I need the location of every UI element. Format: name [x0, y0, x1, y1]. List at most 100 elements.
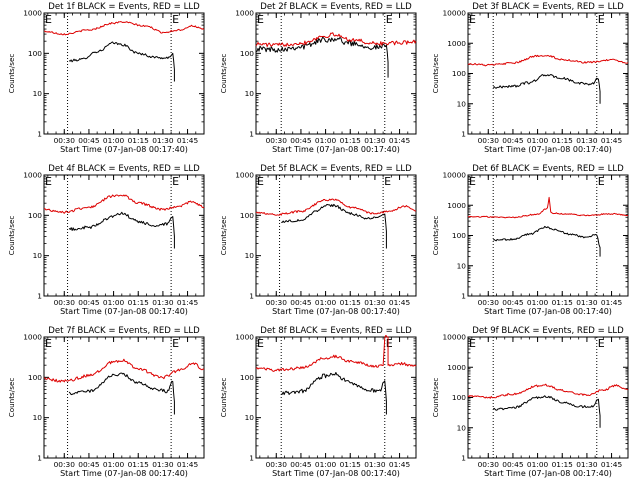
chart-panel-8: Det 8f BLACK = Events, RED = LLD 1 10 100 10…	[219, 326, 417, 478]
y-tick-label: 100	[240, 373, 254, 382]
chart-title: Det 3f BLACK = Events, RED = LLD	[472, 2, 624, 12]
y-tick-label: 1000	[235, 333, 254, 342]
x-tick-label: 01:45	[389, 136, 411, 145]
y-tick-label: 1	[37, 292, 42, 301]
y-tick-label: 100	[452, 69, 466, 78]
x-axis-label: Start Time (07-Jan-08 00:17:40)	[272, 307, 400, 316]
series-lld-line	[43, 194, 205, 214]
y-tick-label: 10	[457, 99, 467, 108]
x-tick-label: 00:45	[502, 460, 524, 469]
chart-title: Det 8f BLACK = Events, RED = LLD	[260, 326, 412, 336]
y-tick-label: 10000	[442, 333, 466, 342]
marker-label: E	[598, 13, 605, 26]
y-tick-label: 1000	[235, 9, 254, 18]
x-tick-label: 01:00	[315, 136, 337, 145]
y-tick-label: 10000	[442, 9, 466, 18]
series-events-line	[281, 371, 387, 415]
series-lld-line	[255, 335, 417, 372]
chart-title: Det 2f BLACK = Events, RED = LLD	[260, 2, 412, 12]
plot-frame	[467, 12, 629, 135]
x-tick-label: 01:45	[389, 298, 411, 307]
x-tick-label: 01:15	[340, 298, 362, 307]
x-tick-label: 00:30	[478, 460, 500, 469]
y-tick-label: 100	[452, 231, 466, 240]
x-tick-label: 00:45	[78, 298, 100, 307]
plot-frame	[43, 12, 205, 135]
x-tick-label: 01:45	[601, 298, 623, 307]
x-tick-label: 00:30	[266, 298, 288, 307]
x-axis-label: Start Time (07-Jan-08 00:17:40)	[272, 145, 400, 154]
y-tick-label: 10	[33, 413, 43, 422]
x-tick-label: 01:15	[552, 460, 574, 469]
marker-label: E	[257, 175, 264, 188]
marker-label: E	[386, 337, 393, 350]
x-tick-label: 01:30	[152, 460, 174, 469]
plot-frame	[43, 174, 205, 297]
x-tick-label: 01:45	[389, 460, 411, 469]
chart-panel-1: Det 1f BLACK = Events, RED = LLD 1 10 100 10…	[7, 2, 205, 154]
x-tick-label: 01:30	[576, 136, 598, 145]
chart-panel-5: Det 5f BLACK = Events, RED = LLD 1 10 100 10…	[219, 164, 417, 316]
x-tick-label: 01:15	[340, 136, 362, 145]
y-tick-label: 10	[245, 251, 255, 260]
x-tick-label: 01:00	[527, 136, 549, 145]
marker-label: E	[172, 337, 179, 350]
x-tick-label: 01:30	[364, 460, 386, 469]
x-tick-label: 01:00	[315, 298, 337, 307]
chart-panel-3: Det 3f BLACK = Events, RED = LLD 1 10 100 10…	[431, 2, 629, 154]
x-tick-label: 00:30	[266, 136, 288, 145]
x-tick-label: 00:45	[290, 460, 312, 469]
x-axis-label: Start Time (07-Jan-08 00:17:40)	[60, 469, 188, 478]
x-tick-label: 01:30	[152, 298, 174, 307]
x-tick-label: 01:00	[527, 298, 549, 307]
x-axis-label: Start Time (07-Jan-08 00:17:40)	[484, 307, 612, 316]
marker-label: E	[45, 13, 52, 26]
y-axis-label: Counts/sec	[431, 216, 440, 256]
chart-title: Det 7f BLACK = Events, RED = LLD	[48, 326, 200, 336]
y-axis-label: Counts/sec	[431, 378, 440, 418]
chart-title: Det 9f BLACK = Events, RED = LLD	[472, 326, 624, 336]
plot-frame	[467, 174, 629, 297]
x-tick-label: 01:15	[128, 298, 150, 307]
y-tick-label: 1	[249, 292, 254, 301]
chart-panel-4: Det 4f BLACK = Events, RED = LLD 1 10 100 10…	[7, 164, 205, 316]
y-axis-label: Counts/sec	[219, 216, 228, 256]
x-tick-label: 01:15	[552, 136, 574, 145]
series-events-line	[281, 203, 387, 249]
y-tick-label: 1000	[447, 201, 466, 210]
x-tick-label: 00:45	[502, 136, 524, 145]
y-tick-label: 1	[37, 454, 42, 463]
x-tick-label: 00:30	[478, 298, 500, 307]
series-events-line	[492, 225, 601, 257]
marker-label: E	[172, 175, 179, 188]
y-tick-label: 1000	[23, 171, 42, 180]
y-axis-label: Counts/sec	[7, 54, 16, 94]
y-axis-label: Counts/sec	[219, 54, 228, 94]
series-events-line	[492, 73, 601, 104]
series-events-line	[68, 211, 175, 249]
x-tick-label: 00:30	[54, 460, 76, 469]
y-axis-label: Counts/sec	[7, 378, 16, 418]
y-tick-label: 1000	[447, 39, 466, 48]
marker-label: E	[598, 337, 605, 350]
y-axis-label: Counts/sec	[431, 54, 440, 94]
y-tick-label: 1	[37, 130, 42, 139]
x-tick-label: 01:15	[128, 460, 150, 469]
series-lld-line	[467, 383, 629, 399]
series-events-line	[68, 372, 175, 415]
plot-frame	[255, 336, 417, 459]
marker-label: E	[257, 337, 264, 350]
x-tick-label: 00:45	[78, 460, 100, 469]
y-tick-label: 10000	[442, 171, 466, 180]
x-axis-label: Start Time (07-Jan-08 00:17:40)	[272, 469, 400, 478]
x-tick-label: 00:45	[290, 298, 312, 307]
x-tick-label: 01:00	[527, 460, 549, 469]
y-tick-label: 10	[457, 261, 467, 270]
series-lld-line	[467, 196, 629, 219]
series-lld-line	[255, 32, 417, 48]
y-tick-label: 100	[28, 211, 42, 220]
x-tick-label: 01:45	[177, 298, 199, 307]
x-tick-label: 01:15	[340, 460, 362, 469]
x-tick-label: 01:30	[364, 136, 386, 145]
marker-label: E	[386, 13, 393, 26]
